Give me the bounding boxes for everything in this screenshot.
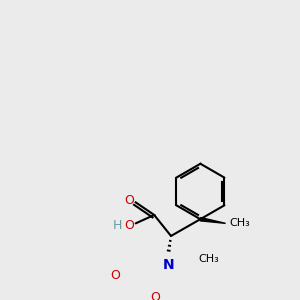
Text: CH₃: CH₃ bbox=[199, 254, 220, 264]
Text: O: O bbox=[150, 291, 160, 300]
Text: N: N bbox=[163, 257, 174, 272]
Text: H: H bbox=[112, 218, 122, 232]
Text: O: O bbox=[111, 269, 121, 282]
Text: CH₃: CH₃ bbox=[230, 218, 250, 228]
Polygon shape bbox=[200, 218, 226, 224]
Text: O: O bbox=[124, 194, 134, 207]
Text: O: O bbox=[124, 218, 134, 232]
